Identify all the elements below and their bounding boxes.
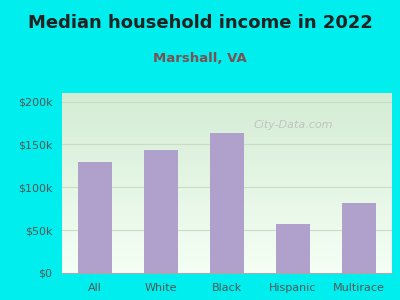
Bar xyxy=(210,133,244,273)
Bar xyxy=(276,224,310,273)
Text: Median household income in 2022: Median household income in 2022 xyxy=(28,14,372,32)
Bar xyxy=(78,162,112,273)
Bar xyxy=(144,150,178,273)
Text: City-Data.com: City-Data.com xyxy=(253,120,333,130)
Text: Marshall, VA: Marshall, VA xyxy=(153,52,247,65)
Bar xyxy=(342,203,376,273)
